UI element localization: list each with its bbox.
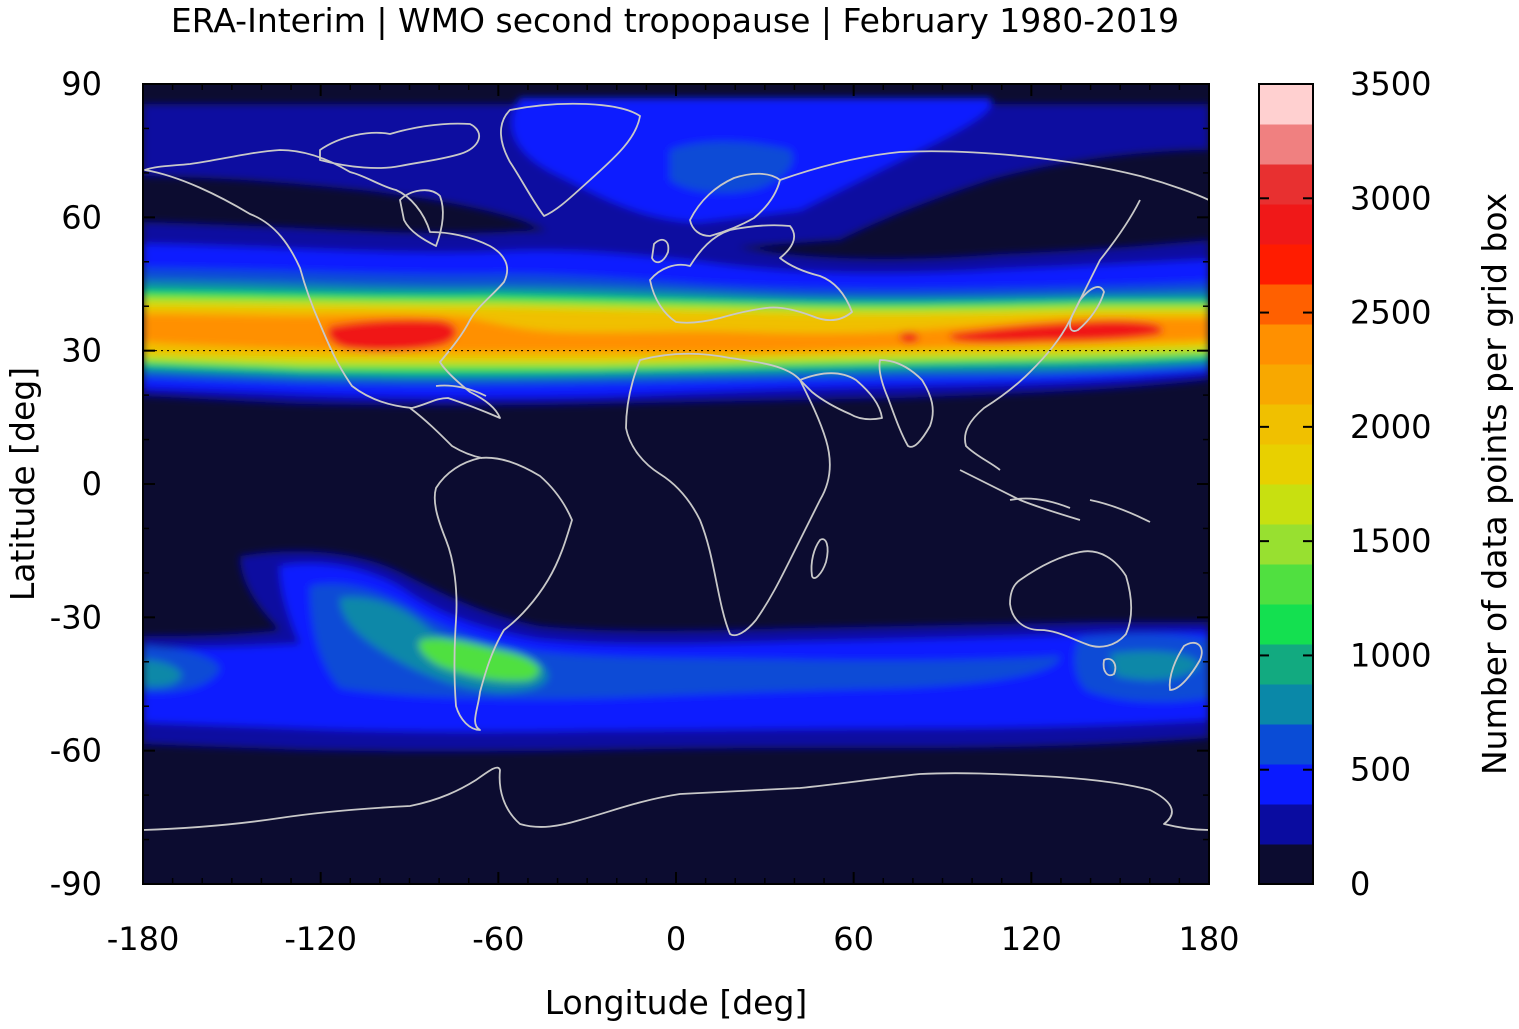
colorbar-swatch xyxy=(1259,124,1313,165)
x-tick-label: -60 xyxy=(472,920,524,958)
colorbar-tick-label: 500 xyxy=(1350,751,1411,789)
coastline-antarctica xyxy=(143,766,1209,831)
map-ticks xyxy=(142,83,1210,885)
colorbar-swatch xyxy=(1259,404,1313,445)
density-scandinavia xyxy=(670,141,793,193)
density-nh-red-asia xyxy=(950,320,1163,344)
coastline-hudson-bay xyxy=(399,189,444,247)
y-tick-label: -90 xyxy=(50,865,102,903)
x-tick-label: 0 xyxy=(666,920,686,958)
colorbar-tick-labels: 0 500 1000 1500 2000 2500 3000 3500 xyxy=(1350,65,1431,903)
x-tick-label: 180 xyxy=(1178,920,1239,958)
colorbar-swatch xyxy=(1259,204,1313,245)
colorbar-swatch xyxy=(1259,724,1313,765)
x-axis-label: Longitude [deg] xyxy=(545,983,808,1022)
coastline-north-asia xyxy=(779,150,1209,201)
colorbar-swatch xyxy=(1259,764,1313,805)
coastline-tasmania xyxy=(1102,658,1117,677)
colorbar-swatch xyxy=(1259,484,1313,525)
y-tick-label: -30 xyxy=(50,598,102,636)
colorbar-swatches xyxy=(1259,84,1313,885)
colorbar-swatch xyxy=(1259,604,1313,645)
colorbar-label: Number of data points per grid box xyxy=(1475,193,1514,775)
x-tick-label: 60 xyxy=(833,920,874,958)
x-tick-label: -180 xyxy=(107,920,180,958)
colorbar-swatch xyxy=(1259,804,1313,845)
colorbar-tick-label: 2000 xyxy=(1350,408,1431,446)
coastline-new-zealand xyxy=(1168,641,1203,691)
colorbar-tick-label: 2500 xyxy=(1350,294,1431,332)
colorbar: 0 500 1000 1500 2000 2500 3000 3500 Number of d… xyxy=(1258,65,1514,903)
density-nh-red-america xyxy=(327,319,457,352)
colorbar-swatch xyxy=(1259,644,1313,685)
coastline-north-america xyxy=(144,149,509,419)
colorbar-swatch xyxy=(1259,684,1313,725)
coastline-southeast-asia xyxy=(959,469,1081,521)
colorbar-tick-label: 1500 xyxy=(1350,522,1431,560)
colorbar-swatch xyxy=(1259,284,1313,325)
y-tick-label: -60 xyxy=(50,732,102,770)
coastline-south-america xyxy=(433,456,573,731)
x-tick-label: 120 xyxy=(1001,920,1062,958)
coastline-arabia xyxy=(799,372,883,421)
coastline-africa xyxy=(625,352,831,637)
coastline-australia xyxy=(1009,550,1133,648)
colorbar-tick-label: 1000 xyxy=(1350,636,1431,674)
colorbar-swatch xyxy=(1259,844,1313,885)
coastline-japan xyxy=(1069,286,1105,332)
y-tick-label: 90 xyxy=(61,65,102,103)
coastline-british-isles xyxy=(651,238,670,264)
colorbar-swatch xyxy=(1259,84,1313,125)
coastline-greenland xyxy=(500,102,641,217)
coastline-central-america xyxy=(409,407,483,459)
colorbar-swatch xyxy=(1259,244,1313,285)
coastline-madagascar xyxy=(810,538,829,579)
colorbar-swatch xyxy=(1259,524,1313,565)
colorbar-tick-label: 3500 xyxy=(1350,65,1431,103)
coastline-india xyxy=(878,359,934,448)
colorbar-tick-label: 0 xyxy=(1350,865,1370,903)
colorbar-swatch xyxy=(1259,324,1313,365)
y-tick-label: 60 xyxy=(61,198,102,236)
coastline-indonesia xyxy=(1009,497,1151,523)
x-tick-labels: -180 -120 -60 0 60 120 180 xyxy=(107,920,1240,958)
coastline-east-asia xyxy=(964,199,1141,471)
colorbar-tick-label: 3000 xyxy=(1350,179,1431,217)
colorbar-frame xyxy=(1258,83,1314,885)
colorbar-ticks xyxy=(1259,83,1313,885)
coastline-arctic-islands xyxy=(319,122,481,169)
chart-title: ERA-Interim | WMO second tropopause | Fe… xyxy=(171,1,1179,40)
density-sh-teal-west xyxy=(143,660,182,687)
colorbar-swatch xyxy=(1259,444,1313,485)
y-tick-labels: 90 60 30 0 -30 -60 -90 xyxy=(50,65,102,903)
density-nh-red-spot xyxy=(900,332,919,343)
map-plot-area xyxy=(143,84,1209,884)
x-tick-label: -120 xyxy=(284,920,357,958)
y-tick-label: 30 xyxy=(61,332,102,370)
density-sh-green xyxy=(418,638,540,682)
y-axis-label: Latitude [deg] xyxy=(3,367,42,601)
coastline-cuba xyxy=(435,384,487,397)
coastlines xyxy=(143,102,1209,831)
colorbar-swatch xyxy=(1259,564,1313,605)
density-field xyxy=(143,98,1209,752)
colorbar-swatch xyxy=(1259,364,1313,405)
coastline-scandinavia xyxy=(689,172,781,237)
y-tick-label: 0 xyxy=(82,465,102,503)
